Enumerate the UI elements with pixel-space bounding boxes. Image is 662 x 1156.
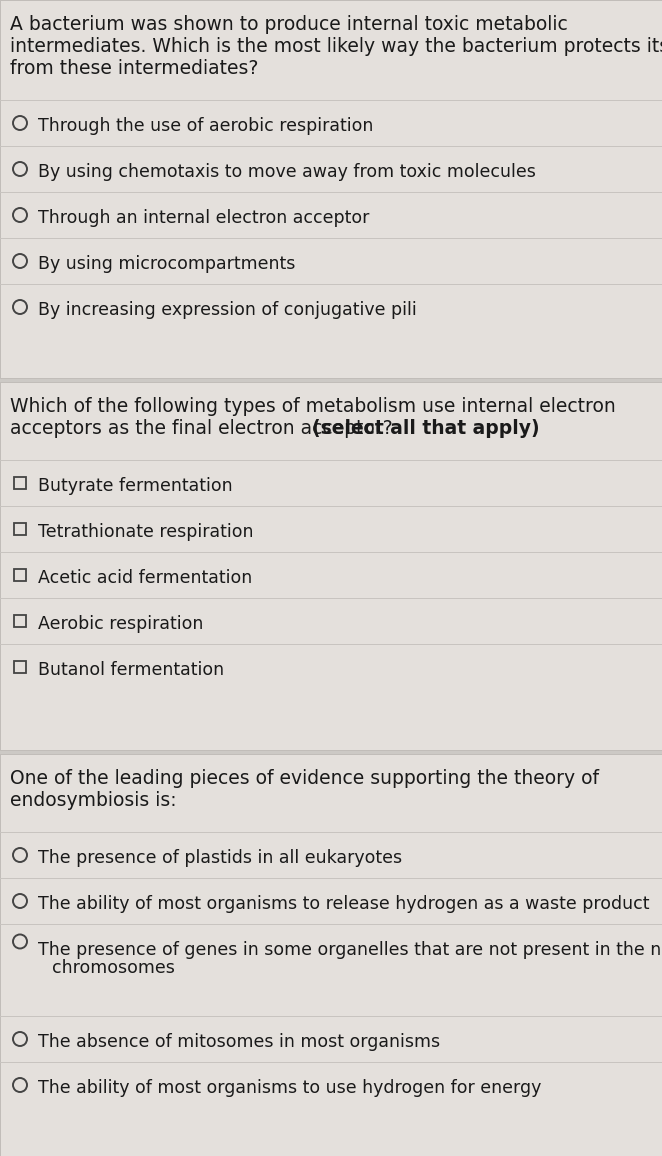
Text: One of the leading pieces of evidence supporting the theory of: One of the leading pieces of evidence su… (10, 769, 599, 788)
Text: The absence of mitosomes in most organisms: The absence of mitosomes in most organis… (38, 1033, 440, 1052)
Text: Butanol fermentation: Butanol fermentation (38, 661, 224, 680)
Bar (14, 523, 26, 535)
Text: The presence of genes in some organelles that are not present in the nuclear: The presence of genes in some organelles… (38, 941, 662, 959)
Text: By using chemotaxis to move away from toxic molecules: By using chemotaxis to move away from to… (38, 163, 536, 181)
Text: Butyrate fermentation: Butyrate fermentation (38, 477, 232, 496)
Text: chromosomes: chromosomes (52, 959, 175, 978)
FancyBboxPatch shape (0, 754, 662, 1156)
Text: By using microcompartments: By using microcompartments (38, 255, 295, 274)
Text: (select all that apply): (select all that apply) (312, 418, 540, 438)
Text: Tetrathionate respiration: Tetrathionate respiration (38, 524, 254, 541)
Text: By increasing expression of conjugative pili: By increasing expression of conjugative … (38, 302, 417, 319)
Bar (14, 661, 26, 673)
FancyBboxPatch shape (0, 0, 662, 378)
Text: endosymbiosis is:: endosymbiosis is: (10, 791, 177, 810)
Bar (14, 476, 26, 489)
Text: The presence of plastids in all eukaryotes: The presence of plastids in all eukaryot… (38, 850, 402, 867)
Text: Aerobic respiration: Aerobic respiration (38, 615, 203, 633)
Bar (14, 615, 26, 628)
Bar (14, 569, 26, 581)
FancyBboxPatch shape (0, 381, 662, 750)
Text: The ability of most organisms to use hydrogen for energy: The ability of most organisms to use hyd… (38, 1080, 542, 1097)
Text: Which of the following types of metabolism use internal electron: Which of the following types of metaboli… (10, 397, 616, 416)
Text: acceptors as the final electron acceptor?: acceptors as the final electron acceptor… (10, 418, 399, 438)
Text: Through the use of aerobic respiration: Through the use of aerobic respiration (38, 118, 373, 135)
Text: Through an internal electron acceptor: Through an internal electron acceptor (38, 209, 369, 228)
Text: Acetic acid fermentation: Acetic acid fermentation (38, 570, 252, 587)
Text: A bacterium was shown to produce internal toxic metabolic: A bacterium was shown to produce interna… (10, 15, 568, 34)
Text: intermediates. Which is the most likely way the bacterium protects itself: intermediates. Which is the most likely … (10, 37, 662, 55)
Text: from these intermediates?: from these intermediates? (10, 59, 258, 77)
Text: The ability of most organisms to release hydrogen as a waste product: The ability of most organisms to release… (38, 896, 649, 913)
